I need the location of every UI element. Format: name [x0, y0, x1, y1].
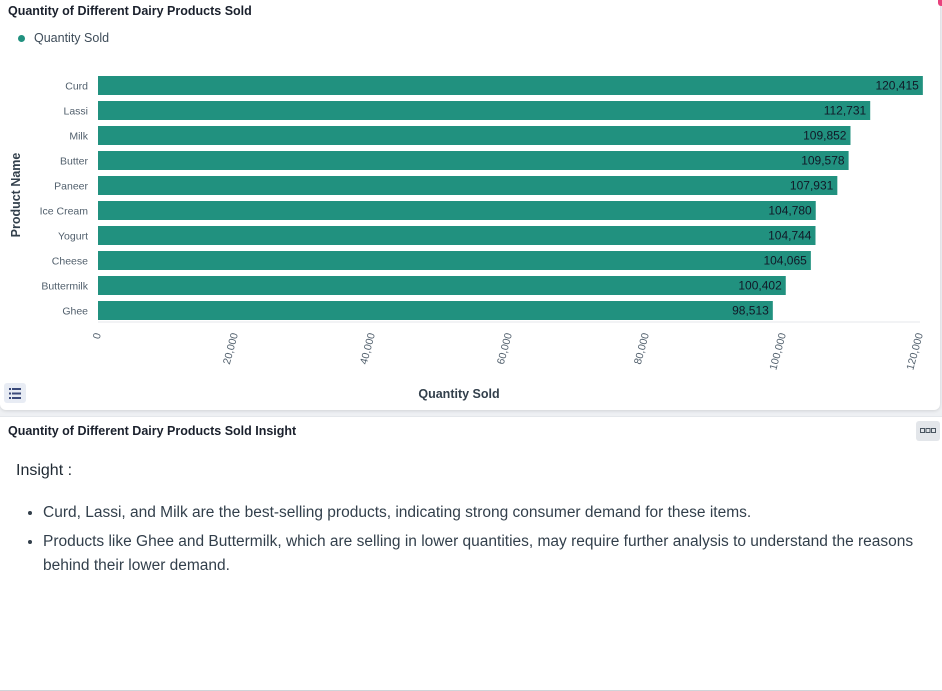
x-tick-label: 80,000	[632, 332, 652, 366]
more-options-button[interactable]	[916, 421, 940, 441]
insight-heading: Insight :	[16, 462, 73, 479]
insight-bullet: Curd, Lassi, and Milk are the best-selli…	[43, 501, 942, 525]
y-axis-title: Product Name	[9, 153, 23, 238]
bar[interactable]	[98, 301, 773, 320]
bar-value-label: 109,852	[803, 129, 847, 143]
bar-value-label: 98,513	[732, 304, 769, 318]
x-tick-label: 120,000	[904, 332, 925, 372]
bar[interactable]	[98, 176, 838, 195]
bar[interactable]	[98, 151, 849, 170]
bar-value-label: 104,744	[768, 229, 812, 243]
bar[interactable]	[98, 226, 816, 245]
bar[interactable]	[98, 201, 816, 220]
bar-chart: 120,415 Curd 112,731 Lassi 109,852 Milk 109,57…	[9, 76, 926, 401]
x-tick-label: 20,000	[221, 332, 241, 366]
y-tick-label: Lassi	[63, 106, 88, 118]
y-tick-label: Ghee	[62, 306, 88, 318]
x-tick-label: 100,000	[767, 332, 788, 372]
y-tick-label: Milk	[69, 131, 88, 143]
bar-value-label: 107,931	[790, 179, 834, 193]
bar-value-label: 109,578	[801, 154, 845, 168]
insight-list: Curd, Lassi, and Milk are the best-selli…	[15, 501, 942, 583]
bar-value-label: 120,415	[875, 79, 919, 93]
notification-mark	[938, 0, 942, 6]
y-tick-label: Buttermilk	[41, 281, 88, 293]
y-tick-label: Ice Cream	[40, 206, 89, 218]
x-tick-label: 0	[91, 332, 104, 341]
bar[interactable]	[98, 101, 871, 120]
bar[interactable]	[98, 76, 923, 95]
bar-value-label: 100,402	[738, 279, 782, 293]
legend-label: Quantity Sold	[34, 31, 110, 45]
insight-bullet: Products like Ghee and Buttermilk, which…	[43, 530, 942, 578]
bar-value-label: 104,065	[763, 254, 807, 268]
x-tick-label: 40,000	[358, 332, 378, 366]
more-options-icon	[920, 428, 936, 433]
bar-value-label: 104,780	[768, 204, 812, 218]
chart-legend[interactable]: Quantity Sold	[18, 31, 109, 45]
y-tick-label: Paneer	[54, 181, 88, 193]
chart-panel: Quantity of Different Dairy Products Sol…	[0, 0, 940, 410]
bar-value-label: 112,731	[824, 104, 867, 118]
bar[interactable]	[98, 126, 851, 145]
chart-title: Quantity of Different Dairy Products Sol…	[8, 4, 252, 18]
y-tick-label: Yogurt	[58, 231, 88, 243]
x-tick-label: 60,000	[495, 332, 515, 366]
y-tick-label: Butter	[60, 156, 89, 168]
y-tick-label: Curd	[65, 81, 88, 93]
bar[interactable]	[98, 251, 811, 270]
legend-dot	[18, 34, 25, 42]
x-axis-title: Quantity Sold	[418, 387, 499, 401]
y-tick-label: Cheese	[52, 256, 88, 268]
list-icon	[9, 387, 21, 399]
list-toggle-button[interactable]	[4, 383, 26, 403]
insight-panel: Quantity of Different Dairy Products Sol…	[0, 416, 942, 691]
insight-title: Quantity of Different Dairy Products Sol…	[8, 424, 297, 438]
bar[interactable]	[98, 276, 786, 295]
